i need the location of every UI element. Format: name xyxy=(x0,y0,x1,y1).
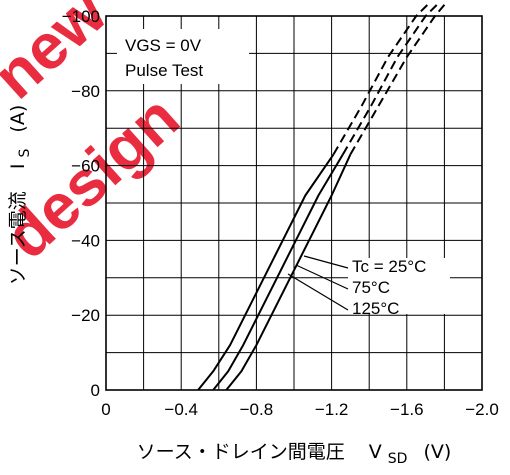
x-axis-title-subscript: SD xyxy=(388,451,408,467)
series-line-75c xyxy=(212,153,344,391)
condition-line-2: Pulse Test xyxy=(125,61,203,80)
y-tick-label: −60 xyxy=(71,157,100,176)
series-line-dashed-25c xyxy=(349,4,446,155)
leader-line-75 xyxy=(295,264,349,290)
series-line-125c xyxy=(197,153,335,391)
y-tick-label: −80 xyxy=(71,82,100,101)
condition-line-1: VGS = 0V xyxy=(125,36,202,55)
series-line-dashed-75c xyxy=(342,4,438,155)
series-label-backdrop xyxy=(348,258,450,314)
series-label-25c: Tc = 25°C xyxy=(352,257,426,276)
series-label-75c: 75°C xyxy=(352,278,390,297)
x-axis-title-text: ソース・ドレイン間電圧 V SD (V) xyxy=(137,441,452,468)
x-tick-labels: 0 −0.4 −0.8 −1.2 −1.6 −2.0 xyxy=(101,400,499,419)
y-axis-title-unit: (A) xyxy=(7,105,29,133)
series-labels: Tc = 25°C 75°C 125°C xyxy=(287,255,450,318)
series-label-125c: 125°C xyxy=(352,299,399,318)
leader-line-125 xyxy=(287,273,349,311)
x-axis-title-symbol: V xyxy=(369,441,382,463)
x-tick-label: −0.4 xyxy=(164,400,198,419)
y-tick-label: −20 xyxy=(71,306,100,325)
y-tick-label: −40 xyxy=(71,231,100,250)
x-axis-title: ソース・ドレイン間電圧 V SD (V) xyxy=(137,441,452,468)
y-axis-title-text: ソース電流 I S (A) xyxy=(7,105,34,286)
watermark-line-1: new xyxy=(0,0,120,112)
series-line-25c xyxy=(225,153,352,391)
y-axis-title-symbol: I xyxy=(7,164,29,170)
x-tick-label: −1.2 xyxy=(315,400,349,419)
x-axis-title-main: ソース・ドレイン間電圧 xyxy=(137,441,345,463)
x-tick-label: 0 xyxy=(101,400,110,419)
series-line-dashed-125c xyxy=(332,4,429,155)
x-tick-label: −2.0 xyxy=(465,400,499,419)
series-layer xyxy=(197,4,446,391)
y-axis-title-subscript: S xyxy=(17,149,33,158)
x-axis-title-unit: (V) xyxy=(424,441,452,463)
leader-line-25 xyxy=(303,255,349,269)
condition-annotation: VGS = 0V Pulse Test xyxy=(117,29,249,84)
y-tick-label: 0 xyxy=(91,381,100,400)
x-tick-label: −1.6 xyxy=(390,400,424,419)
y-tick-labels: 0 −20 −40 −60 −80 −100 xyxy=(62,7,100,400)
annotation-backdrop xyxy=(117,29,249,84)
plot-frame xyxy=(105,15,483,391)
y-axis-title-main: ソース電流 xyxy=(7,191,29,285)
y-tick-label: −100 xyxy=(62,7,100,26)
x-tick-label: −0.8 xyxy=(240,400,274,419)
y-axis-title: ソース電流 I S (A) xyxy=(7,105,34,286)
